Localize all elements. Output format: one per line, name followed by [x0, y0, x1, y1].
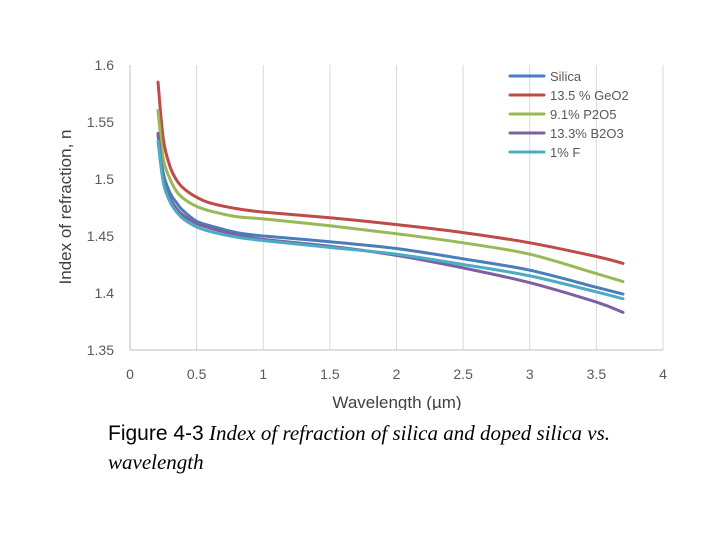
legend-label: 13.3% B2O3 [550, 126, 624, 141]
legend-label: 13.5 % GeO2 [550, 88, 629, 103]
x-tick-label: 3.5 [587, 366, 607, 382]
series-line-13-5-geo2 [156, 80, 625, 265]
legend: Silica 13.5 % GeO2 9.1% P2O5 13.3% B2O3 1% F [508, 69, 629, 160]
series-line-1-f [156, 139, 625, 301]
series-line-9-1-p2o5 [156, 109, 625, 284]
y-tick-label: 1.45 [87, 228, 114, 244]
x-tick-label: 2.5 [453, 366, 473, 382]
x-axis-title: Wavelength (µm) [332, 393, 461, 410]
x-tick-label: 3 [526, 366, 534, 382]
series-lines [156, 80, 625, 314]
y-tick-label: 1.4 [95, 285, 115, 301]
x-tick-label: 2 [393, 366, 401, 382]
y-tick-label: 1.55 [87, 114, 114, 130]
legend-label: 9.1% P2O5 [550, 107, 617, 122]
axes [129, 65, 663, 351]
x-tick-label: 0.5 [187, 366, 207, 382]
y-tick-label: 1.5 [95, 171, 115, 187]
figure-caption: Figure 4-3 Index of refraction of silica… [108, 419, 628, 476]
y-tick-label: 1.35 [87, 342, 114, 358]
x-tick-label: 1 [259, 366, 267, 382]
x-tick-label: 0 [126, 366, 134, 382]
series-line-13-3-b2o3 [156, 131, 625, 314]
caption-text: Index of refraction of silica and doped … [108, 421, 611, 474]
series-line-silica [156, 133, 625, 296]
x-tick-label: 4 [659, 366, 667, 382]
caption-label: Figure 4-3 [108, 422, 204, 445]
legend-label: Silica [550, 69, 582, 84]
tick-labels: 0 0.5 1 1.5 2 2.5 3 3.5 4 1.35 1.4 1.45 1.5 1.55 1.6 [87, 57, 667, 382]
x-tick-label: 1.5 [320, 366, 340, 382]
y-axis-title: Index of refraction, n [56, 130, 75, 285]
legend-label: 1% F [550, 145, 580, 160]
line-chart: 0 0.5 1 1.5 2 2.5 3 3.5 4 1.35 1.4 1.45 1.5 1.55 1.6 W… [56, 57, 667, 410]
y-tick-label: 1.6 [95, 57, 115, 73]
